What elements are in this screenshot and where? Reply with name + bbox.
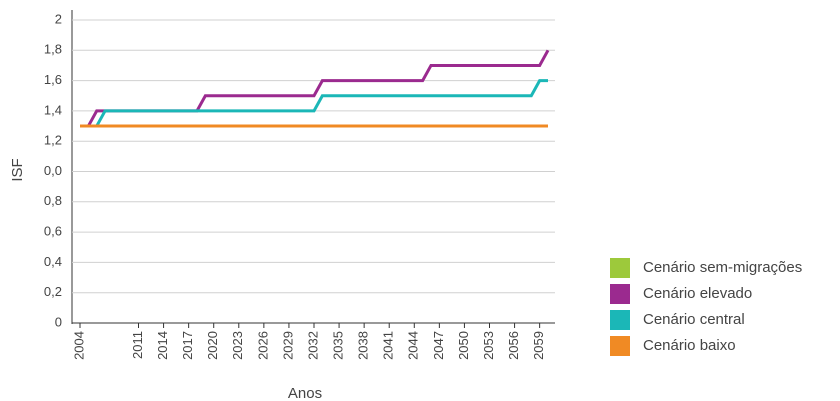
series-line [80, 79, 548, 128]
legend-label: Cenário central [643, 311, 745, 328]
x-tick-label: 2047 [431, 331, 446, 360]
legend-swatch [610, 336, 630, 356]
x-tick-label: 2041 [381, 331, 396, 360]
x-tick-label: 2011 [130, 331, 145, 359]
x-tick-label: 2014 [155, 331, 170, 360]
y-tick-label: 0,8 [44, 193, 62, 208]
x-tick-label: 2053 [481, 331, 496, 360]
x-tick-label: 2004 [71, 331, 86, 360]
legend-swatch [610, 284, 630, 304]
legend-label: Cenário sem-migrações [643, 259, 802, 276]
x-tick-label: 2044 [406, 331, 421, 360]
y-tick-label: 0,4 [44, 254, 62, 269]
x-tick-label: 2059 [531, 331, 546, 360]
x-tick-label: 2023 [230, 331, 245, 360]
x-axis-title: Anos [288, 385, 322, 401]
y-tick-label: 0 [55, 314, 62, 329]
x-tick-label: 2017 [180, 331, 195, 360]
legend-swatch [610, 258, 630, 278]
x-tick-label: 2035 [331, 331, 346, 360]
y-axis-title: ISF [9, 158, 26, 181]
series-line [80, 49, 550, 128]
y-tick-label: 0,0 [44, 163, 62, 178]
x-tick-label: 2029 [280, 331, 295, 360]
x-tick-label: 2056 [506, 331, 521, 360]
x-tick-label: 2032 [305, 331, 320, 360]
y-tick-label: 1,8 [44, 42, 62, 57]
legend-label: Cenário baixo [643, 337, 736, 354]
y-tick-label: 1,6 [44, 72, 62, 87]
y-tick-label: 0,2 [44, 284, 62, 299]
legend-swatch [610, 310, 630, 330]
y-tick-label: 1,2 [44, 133, 62, 148]
x-tick-label: 2038 [356, 331, 371, 360]
legend-label: Cenário elevado [643, 285, 752, 302]
x-tick-label: 2050 [456, 331, 471, 360]
x-tick-label: 2020 [205, 331, 220, 360]
y-tick-label: 1,4 [44, 102, 62, 117]
x-tick-label: 2026 [255, 331, 270, 360]
y-tick-label: 0,6 [44, 224, 62, 239]
y-tick-label: 2 [55, 11, 62, 26]
